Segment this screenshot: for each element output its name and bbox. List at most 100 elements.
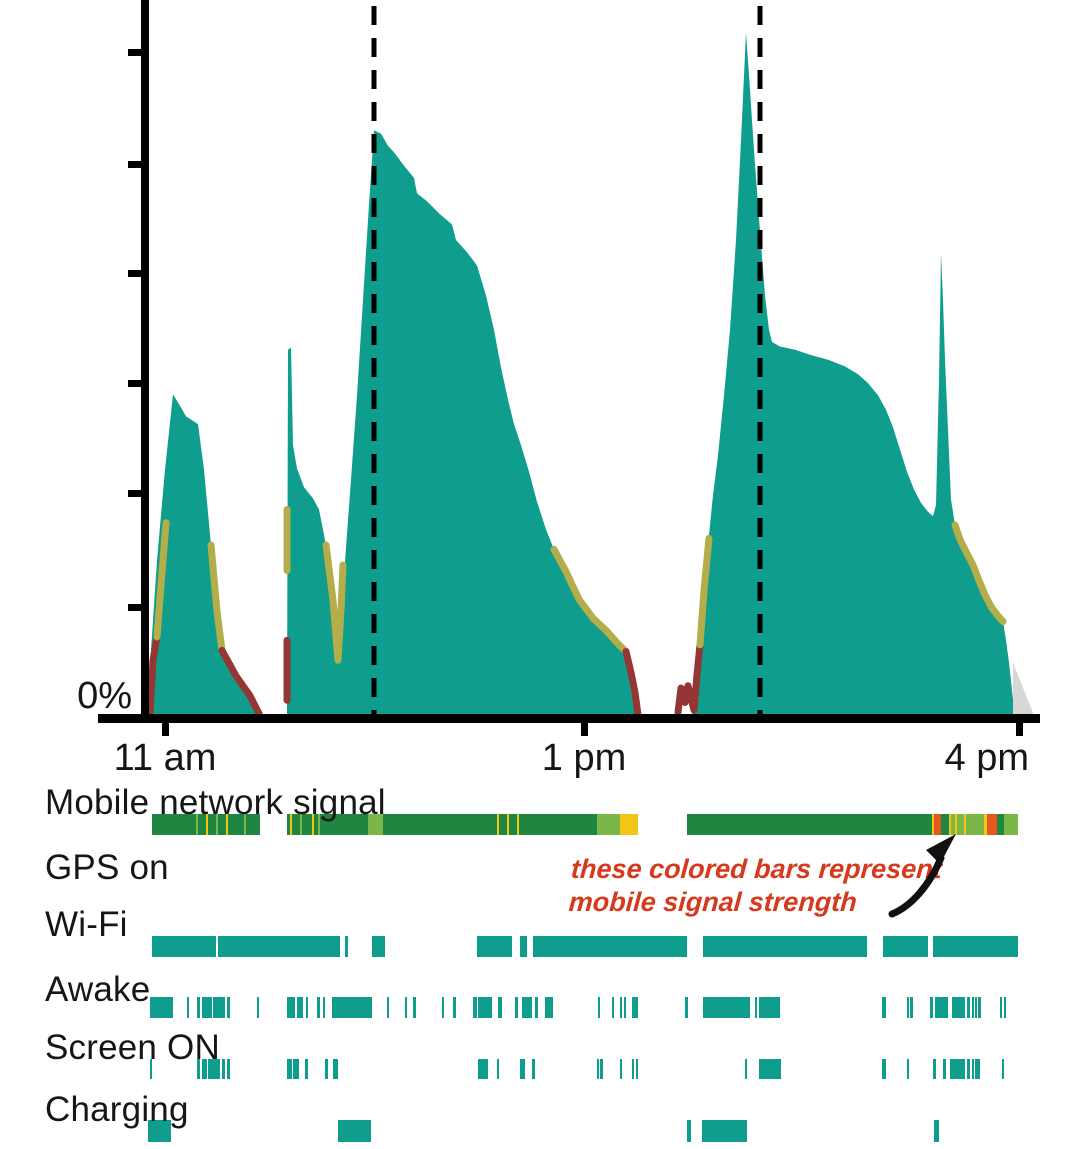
timeline-segment — [442, 997, 444, 1018]
timeline-segment — [935, 997, 948, 1018]
timeline-segment — [907, 997, 909, 1018]
timeline-segment — [612, 997, 614, 1018]
timeline-segment — [405, 997, 407, 1018]
edge-segment-olive — [207, 541, 226, 654]
timeline-segment — [883, 936, 928, 957]
timeline-segment — [632, 1059, 634, 1079]
edge-segment-olive — [550, 545, 630, 655]
x-tick-label: 1 pm — [542, 737, 626, 779]
timeline-segment — [975, 1059, 980, 1079]
timeline-segment — [950, 1059, 965, 1079]
timeline-segment — [687, 1120, 691, 1142]
x-axis-tick — [581, 722, 588, 736]
timeline-segment — [759, 997, 780, 1018]
timeline-segment — [197, 1059, 200, 1079]
y-axis — [141, 0, 149, 722]
timeline-segment — [152, 936, 216, 957]
row-label-gps-on: GPS on — [45, 848, 169, 887]
timeline-segment — [413, 997, 416, 1018]
timeline-segment — [196, 814, 198, 835]
timeline-segment — [997, 814, 1004, 835]
projection-wedge — [1013, 662, 1035, 718]
timeline-segment — [317, 997, 320, 1018]
timeline-segment — [620, 1059, 622, 1079]
timeline-segment — [478, 997, 492, 1018]
timeline-segment — [206, 814, 208, 835]
timeline-segment — [1002, 1059, 1004, 1079]
timeline-segment — [520, 1059, 525, 1079]
timeline-segment — [497, 814, 499, 835]
timeline-segment — [208, 1059, 220, 1079]
timeline-segment — [745, 1059, 747, 1079]
y-axis-tick — [128, 490, 141, 497]
timeline-segment — [477, 936, 512, 957]
timeline-segment — [383, 814, 497, 835]
timeline-segment — [933, 936, 1018, 957]
timeline-segment — [1004, 997, 1006, 1018]
timeline-segment — [978, 997, 981, 1018]
timeline-segment — [213, 997, 225, 1018]
timeline-segment — [478, 1059, 488, 1079]
x-axis-tick — [1016, 722, 1023, 736]
timeline-segment — [246, 814, 260, 835]
timeline-segment — [703, 936, 867, 957]
y-axis-tick — [128, 49, 141, 56]
timeline-segment — [519, 814, 597, 835]
timeline-segment — [620, 997, 622, 1018]
timeline-segment — [325, 1059, 328, 1079]
timeline-segment — [387, 997, 389, 1018]
timeline-segment — [218, 936, 340, 957]
edge-segment-dark_red — [674, 641, 704, 716]
x-tick-label: 4 pm — [945, 737, 1029, 779]
timeline-segment — [218, 814, 226, 835]
timeline-segment — [287, 1059, 292, 1079]
timeline-segment — [685, 997, 688, 1018]
timeline-segment — [293, 1059, 299, 1079]
timeline-segment — [632, 997, 638, 1018]
y-axis-tick — [128, 380, 141, 387]
timeline-segment — [755, 997, 757, 1018]
timeline-segment — [951, 814, 955, 835]
timeline-segment — [620, 814, 638, 835]
timeline-segment — [318, 814, 320, 835]
edge-segment-olive — [322, 541, 347, 664]
timeline-segment — [498, 997, 502, 1018]
timeline-segment — [597, 1059, 599, 1079]
usage-area-chart: 11 am 1 pm 4 pm 0% — [77, 0, 1040, 779]
annotation-line-2: mobile signal strength — [567, 887, 858, 917]
timeline-segment — [152, 814, 196, 835]
timeline-segment — [687, 814, 932, 835]
timeline-segment — [522, 997, 532, 1018]
timeline-segment — [292, 814, 300, 835]
timeline-segment — [226, 814, 228, 835]
timeline-segment — [453, 997, 456, 1018]
timeline-segment — [952, 997, 965, 1018]
timeline-segment — [302, 814, 312, 835]
timeline-segment — [323, 997, 325, 1018]
annotation-arrow-icon — [888, 834, 956, 918]
timeline-segment — [368, 814, 383, 835]
timeline-segment — [624, 997, 626, 1018]
edge-segment-olive — [951, 521, 1007, 625]
timeline-segment — [598, 997, 600, 1018]
row-label-awake: Awake — [45, 970, 151, 1009]
edge-segment-olive — [153, 519, 170, 641]
timeline-segment — [984, 814, 987, 835]
timeline-segment — [290, 814, 292, 835]
timeline-segment — [517, 814, 519, 835]
timeline-segment — [287, 814, 290, 835]
timeline-segment — [227, 1059, 230, 1079]
timeline-segment — [967, 1059, 970, 1079]
timeline-segment — [955, 814, 957, 835]
y-axis-tick — [128, 270, 141, 277]
timeline-segment — [535, 997, 538, 1018]
y-axis-tick — [128, 604, 141, 611]
timeline-segment — [227, 997, 230, 1018]
edge-segment-dark_red — [622, 648, 642, 719]
timeline-segment — [932, 814, 934, 835]
timeline-segment — [222, 1059, 225, 1079]
row-label-wifi: Wi-Fi — [45, 905, 128, 944]
timeline-segment — [636, 1059, 638, 1079]
timeline-segment — [509, 814, 517, 835]
